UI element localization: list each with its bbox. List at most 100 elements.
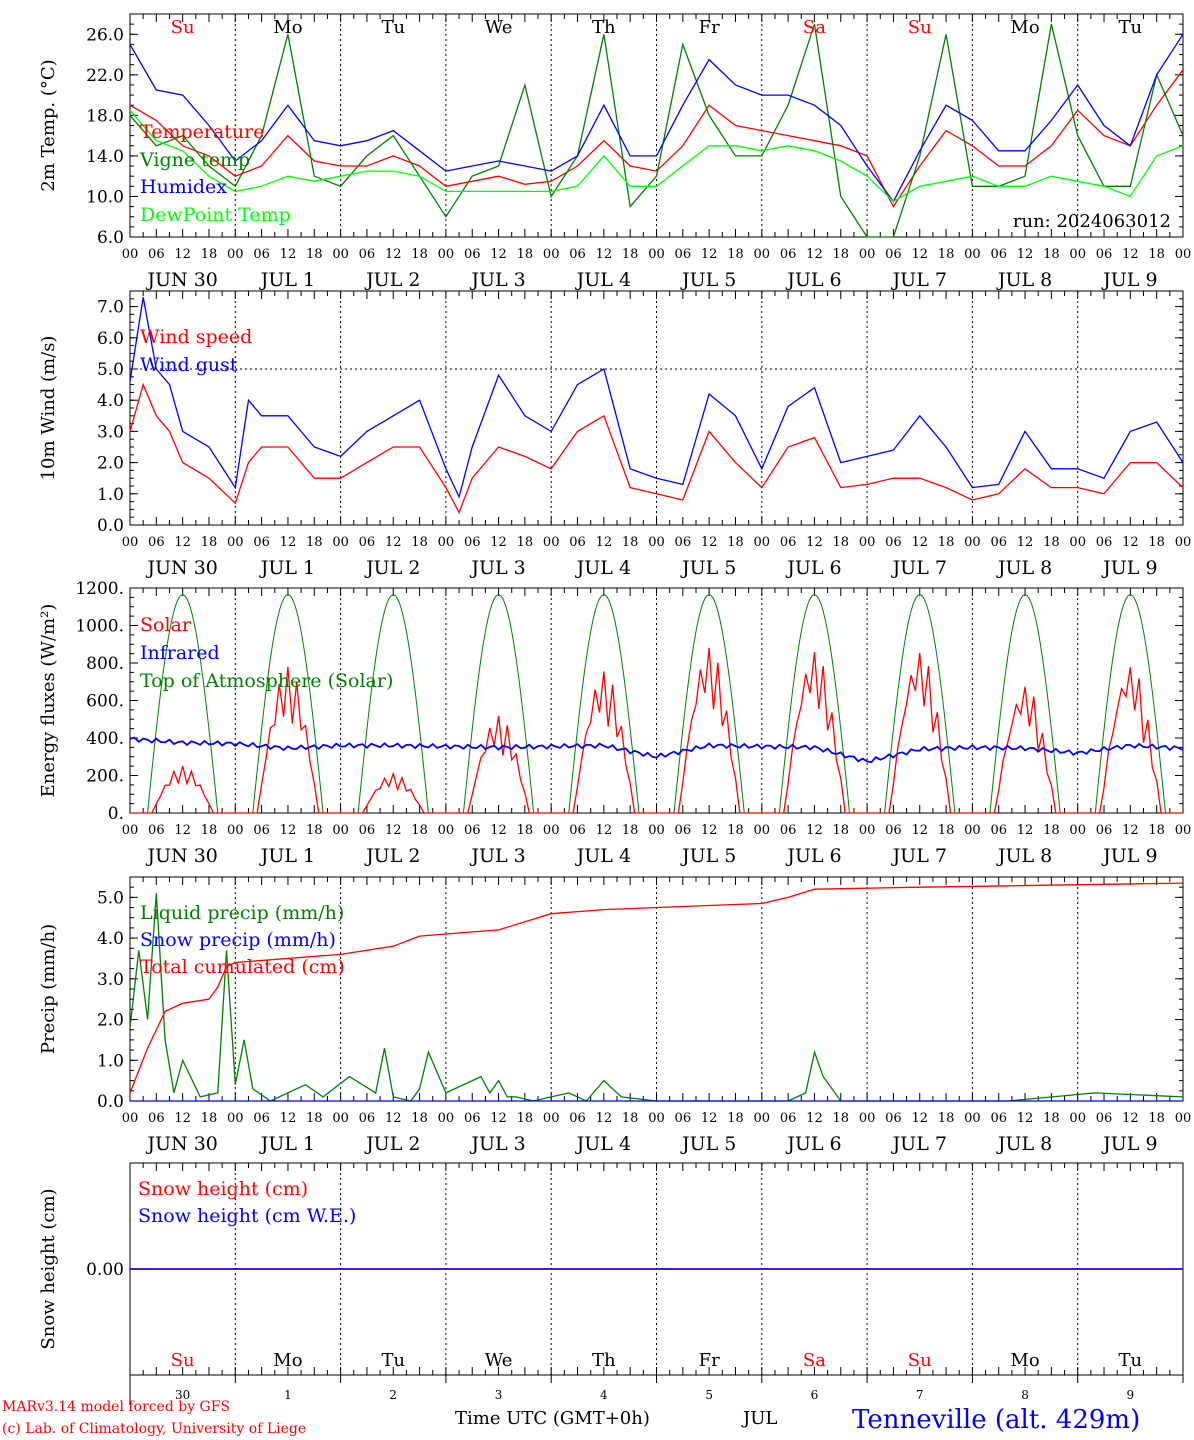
- hour-label: 12: [280, 247, 297, 262]
- hour-label: 12: [911, 247, 928, 262]
- weekday-label: Fr: [699, 17, 720, 38]
- hour-label: 12: [490, 535, 507, 550]
- hour-label: 00: [754, 535, 771, 550]
- hour-label: 06: [359, 247, 376, 262]
- hour-label: 06: [253, 535, 270, 550]
- series-line-1: [129, 297, 1184, 499]
- date-label: JUL 9: [1101, 269, 1157, 291]
- hour-label: 06: [1096, 823, 1113, 838]
- hour-label: 06: [569, 535, 586, 550]
- date-label: JUN 30: [145, 1133, 217, 1155]
- hour-label: 12: [174, 535, 191, 550]
- hour-label: 00: [122, 535, 139, 550]
- hour-label: 00: [438, 1111, 455, 1126]
- hour-label: 00: [122, 247, 139, 262]
- credit-line-1: MARv3.14 model forced by GFS: [2, 1399, 230, 1415]
- hour-label: 06: [464, 823, 481, 838]
- y-tick-label: 600.: [86, 692, 124, 712]
- hour-label: 06: [148, 535, 165, 550]
- hour-label: 18: [306, 247, 323, 262]
- date-label: JUL 7: [891, 1133, 947, 1155]
- xaxis-title: Time UTC (GMT+0h): [455, 1408, 650, 1429]
- hour-label: 06: [253, 823, 270, 838]
- hour-label: 00: [332, 535, 349, 550]
- hour-label: 12: [174, 823, 191, 838]
- hour-label: 18: [306, 1111, 323, 1126]
- date-label: JUL 6: [785, 269, 841, 291]
- hour-label: 00: [859, 823, 876, 838]
- day-number-label: 30: [175, 1388, 190, 1402]
- series-line-solar: [130, 647, 1183, 814]
- hour-label: 00: [964, 247, 981, 262]
- hour-label: 18: [833, 823, 850, 838]
- credit-line-2: (c) Lab. of Climatology, University of L…: [2, 1421, 306, 1437]
- hour-label: 18: [306, 823, 323, 838]
- hour-label: 18: [411, 823, 428, 838]
- hour-label: 12: [1017, 1111, 1034, 1126]
- y-tick-label: 1.0: [97, 485, 124, 505]
- hour-label: 18: [201, 247, 218, 262]
- date-label: JUL 5: [680, 557, 736, 579]
- date-label: JUN 30: [145, 845, 217, 867]
- hour-label: 00: [964, 1111, 981, 1126]
- hour-label: 06: [148, 1111, 165, 1126]
- legend-entry: Wind gust: [140, 354, 238, 376]
- y-tick-label: 6.0: [97, 228, 124, 248]
- hour-label: 06: [780, 247, 797, 262]
- weekday-label: Mo: [273, 17, 302, 38]
- date-label: JUL 9: [1101, 845, 1157, 867]
- y-tick-label: 0.00: [86, 1260, 124, 1280]
- hour-label: 00: [1175, 1111, 1192, 1126]
- hour-label: 12: [701, 247, 718, 262]
- legend-entry: Top of Atmosphere (Solar): [140, 670, 393, 692]
- hour-label: 12: [174, 247, 191, 262]
- hour-label: 18: [938, 1111, 955, 1126]
- weekday-label: Mo: [1010, 1350, 1039, 1371]
- hour-label: 12: [280, 1111, 297, 1126]
- panel-3: 0. 200. 400. 600. 800. 1000. 1200. Energy fluxe…: [38, 579, 1191, 867]
- hour-label: 00: [227, 823, 244, 838]
- weekday-label: We: [485, 1350, 513, 1371]
- hour-label: 06: [990, 823, 1007, 838]
- date-label: JUL 5: [680, 1133, 736, 1155]
- legend-entry: DewPoint Temp: [140, 204, 291, 226]
- hour-label: 06: [780, 823, 797, 838]
- hour-label: 00: [754, 1111, 771, 1126]
- legend-entry: Infrared: [140, 642, 220, 664]
- y-tick-label: 4.0: [97, 391, 124, 411]
- hour-label: 18: [517, 247, 534, 262]
- y-tick-label: 22.0: [86, 66, 124, 86]
- hour-label: 12: [280, 823, 297, 838]
- hour-label: 06: [148, 247, 165, 262]
- weekday-label: Th: [592, 1350, 616, 1371]
- panel-1: 6.0 10.0 14.0 18.0 22.0 26.0 2m Temp. (°C) 00 06…: [38, 13, 1191, 291]
- hour-label: 18: [1043, 823, 1060, 838]
- hour-label: 12: [490, 823, 507, 838]
- date-label: JUN 30: [145, 557, 217, 579]
- weekday-label: Fr: [699, 1350, 720, 1371]
- hour-label: 12: [280, 535, 297, 550]
- date-label: JUL 9: [1101, 557, 1157, 579]
- hour-label: 18: [833, 247, 850, 262]
- hour-label: 12: [1122, 247, 1139, 262]
- legend-entry: Temperature: [140, 121, 264, 143]
- panel-4: 0.0 1.0 2.0 3.0 4.0 5.0 Precip (mm/h) 00 06 12 18 0…: [38, 876, 1192, 1155]
- hour-label: 18: [1148, 535, 1165, 550]
- hour-label: 12: [911, 535, 928, 550]
- hour-label: 00: [543, 535, 560, 550]
- hour-label: 12: [385, 535, 402, 550]
- hour-label: 00: [964, 535, 981, 550]
- weekday-label: Sa: [803, 1350, 826, 1371]
- hour-label: 00: [648, 535, 665, 550]
- panel-2: 0.0 1.0 2.0 3.0 4.0 5.0 6.0 7.0 10m Wind (m/s) 00…: [38, 290, 1191, 579]
- date-label: JUL 8: [996, 269, 1052, 291]
- y-axis-label: 2m Temp. (°C): [38, 59, 59, 191]
- day-number-label: 2: [389, 1388, 397, 1402]
- hour-label: 18: [411, 247, 428, 262]
- hour-label: 18: [938, 535, 955, 550]
- hour-label: 18: [201, 823, 218, 838]
- weekday-label: Mo: [1010, 17, 1039, 38]
- hour-label: 00: [859, 247, 876, 262]
- date-label: JUL 3: [469, 557, 525, 579]
